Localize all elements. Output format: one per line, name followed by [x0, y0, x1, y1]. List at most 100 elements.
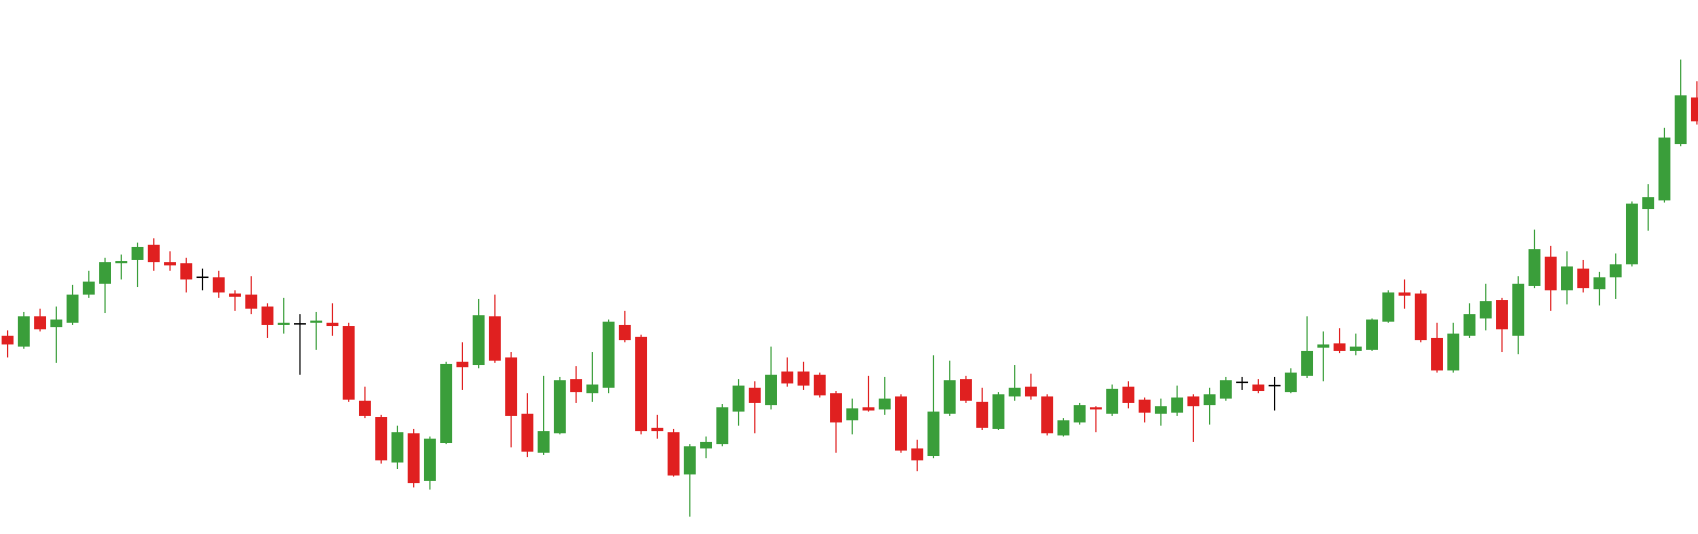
- candle-body: [667, 432, 680, 476]
- candle-body: [1512, 283, 1525, 336]
- candle-body: [1447, 333, 1460, 371]
- candle-body: [1577, 268, 1590, 289]
- candle-body: [1479, 301, 1492, 319]
- candle-body: [1024, 386, 1037, 397]
- candle-body: [115, 261, 128, 264]
- candle-body: [830, 393, 842, 423]
- candle-body: [683, 446, 696, 475]
- candle-body: [1544, 256, 1557, 291]
- candle-body: [440, 363, 453, 444]
- candle-body: [553, 380, 566, 434]
- candle-body: [748, 387, 761, 403]
- candle-body: [1, 335, 14, 345]
- candle-body: [180, 263, 193, 280]
- candle-body: [1398, 292, 1411, 296]
- candle-body: [131, 246, 144, 260]
- candle-body: [1561, 266, 1573, 291]
- candle-body: [1674, 95, 1687, 145]
- candle-body: [50, 319, 63, 328]
- candle-body: [277, 322, 290, 325]
- candle-body: [488, 316, 501, 361]
- candle-body: [1431, 337, 1443, 371]
- candle-body: [1106, 388, 1119, 414]
- candle-body: [521, 413, 534, 452]
- candle-body: [472, 315, 485, 366]
- candle-body: [1382, 292, 1395, 322]
- candle-body: [1252, 384, 1265, 392]
- candle-body: [1658, 137, 1671, 201]
- candle-body: [1284, 372, 1297, 393]
- candle-body: [1317, 344, 1330, 348]
- candle-body: [797, 371, 810, 386]
- candle-body: [1089, 407, 1102, 410]
- candle-body: [1642, 197, 1655, 210]
- candle-body: [635, 336, 648, 432]
- candle-body: [976, 401, 989, 428]
- candle-body: [66, 294, 79, 323]
- candle-body: [992, 394, 1005, 429]
- candle-body: [570, 379, 583, 393]
- candle-body: [1171, 397, 1184, 413]
- candle-body: [895, 396, 907, 451]
- candle-body: [1219, 380, 1232, 399]
- candle-body: [505, 357, 518, 416]
- candle-body: [700, 441, 713, 449]
- candle-body: [765, 374, 777, 406]
- candle-body: [423, 438, 436, 481]
- candle-body: [1008, 387, 1021, 397]
- candle-body: [716, 407, 729, 445]
- candle-body: [1463, 314, 1476, 336]
- candle-body: [1203, 394, 1216, 406]
- candle-body: [456, 361, 469, 368]
- candle-body: [261, 306, 274, 325]
- candle-body: [1333, 343, 1346, 351]
- candle-body: [602, 321, 615, 388]
- candle-body: [407, 433, 420, 484]
- candle-body: [1041, 396, 1054, 434]
- candle-body: [391, 432, 404, 463]
- candle-body: [164, 262, 176, 266]
- candle-body: [1073, 405, 1086, 423]
- candle-body: [326, 322, 339, 327]
- candle-body: [651, 427, 664, 432]
- candle-body: [813, 374, 826, 396]
- candle-body: [618, 324, 631, 341]
- candle-body: [358, 400, 371, 416]
- candle-body: [1593, 277, 1606, 290]
- candle-body: [342, 326, 355, 400]
- candle-body: [846, 408, 859, 421]
- candle-body: [586, 384, 599, 394]
- candle-body: [1690, 97, 1698, 122]
- candle-body: [1625, 203, 1638, 265]
- candle-body: [732, 385, 745, 412]
- candle-body: [781, 371, 794, 384]
- candle-body: [1154, 406, 1167, 414]
- candle-body: [1349, 346, 1362, 351]
- candle-body: [229, 293, 241, 297]
- candle-body: [1301, 350, 1314, 376]
- candle-body: [943, 380, 956, 414]
- candle-body: [1528, 249, 1541, 286]
- candle-body: [1057, 420, 1070, 436]
- candle-body: [1366, 319, 1379, 350]
- candle-body: [878, 398, 891, 410]
- candle-body: [959, 379, 972, 401]
- candle-body: [1187, 396, 1200, 407]
- candle-body: [212, 277, 225, 293]
- candle-body: [1122, 386, 1135, 403]
- candle-body: [82, 281, 95, 295]
- candle-body: [99, 262, 111, 284]
- candle-body: [911, 448, 924, 461]
- candle-body: [375, 417, 388, 461]
- candle-body: [862, 407, 875, 411]
- candle-body: [310, 320, 323, 323]
- candle-body: [1496, 300, 1508, 330]
- candle-body: [1414, 293, 1427, 341]
- candle-body: [1609, 264, 1622, 278]
- candle-body: [147, 244, 160, 263]
- candle-body: [537, 431, 550, 453]
- candle-body: [34, 316, 47, 330]
- candle-body: [245, 294, 258, 309]
